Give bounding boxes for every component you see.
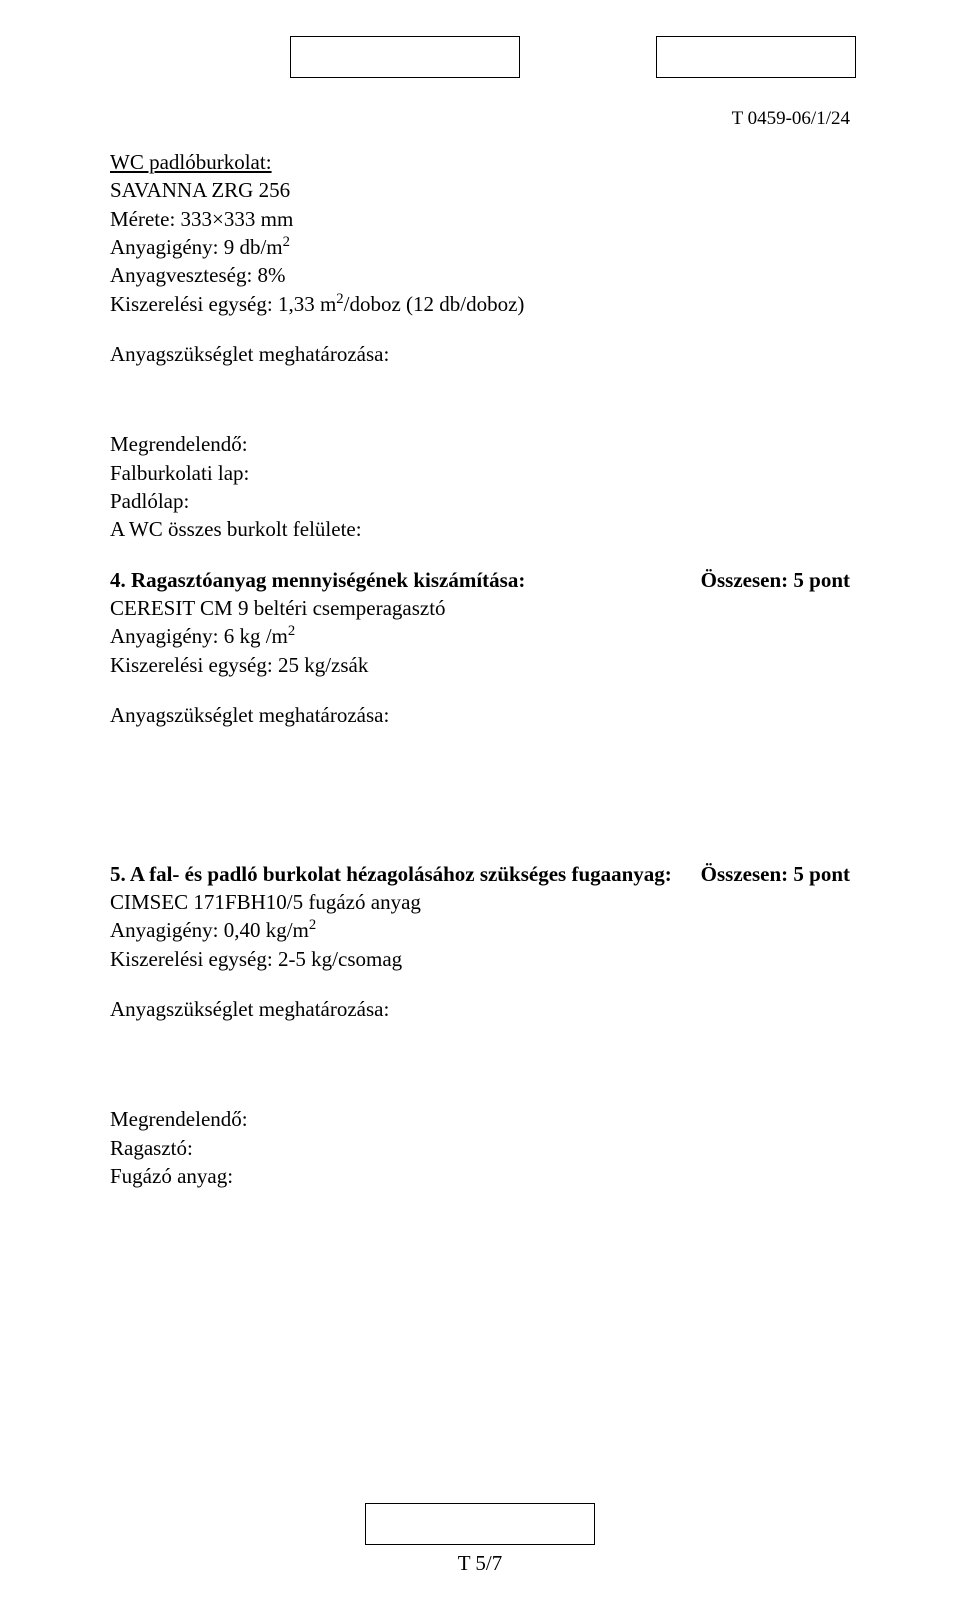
order-block-2: Megrendelendő: Ragasztó: Fugázó anyag:	[110, 1105, 850, 1190]
sup-2: 2	[288, 623, 295, 639]
order-heading-2: Megrendelendő:	[110, 1105, 850, 1133]
product-size: Mérete: 333×333 mm	[110, 205, 850, 233]
section-5-title: 5. A fal- és padló burkolat hézagolásáho…	[110, 860, 685, 888]
material-need-pre: Anyagigény: 9 db/m	[110, 235, 283, 259]
section-wc-padloburkolat: WC padlóburkolat: SAVANNA ZRG 256 Mérete…	[110, 148, 850, 318]
footer: T 5/7	[0, 1503, 960, 1576]
order-item-padlolap: Padlólap:	[110, 487, 850, 515]
req-label-1: Anyagszükséglet meghatározása:	[110, 340, 850, 368]
packaging-unit: Kiszerelési egység: 1,33 m2/doboz (12 db…	[110, 290, 850, 318]
packaging-unit-post: /doboz (12 db/doboz)	[344, 292, 525, 316]
header-boxes	[110, 36, 850, 84]
req-label-2: Anyagszükséglet meghatározása:	[110, 701, 850, 729]
section-4: 4. Ragasztóanyag mennyiségének kiszámítá…	[110, 566, 850, 679]
header-box-right	[656, 36, 856, 78]
s5-need: Anyagigény: 0,40 kg/m2	[110, 916, 850, 944]
heading-wc: WC padlóburkolat:	[110, 148, 850, 176]
sup-2: 2	[309, 917, 316, 933]
order-block-1: Megrendelendő: Falburkolati lap: Padlóla…	[110, 430, 850, 543]
section-5-points: Összesen: 5 pont	[685, 860, 850, 888]
section-4-title: 4. Ragasztóanyag mennyiségének kiszámítá…	[110, 566, 685, 594]
material-need: Anyagigény: 9 db/m2	[110, 233, 850, 261]
s5-packaging: Kiszerelési egység: 2-5 kg/csomag	[110, 945, 850, 973]
footer-box-wrap	[0, 1503, 960, 1545]
s5-product: CIMSEC 171FBH10/5 fugázó anyag	[110, 888, 850, 916]
section-5: 5. A fal- és padló burkolat hézagolásáho…	[110, 860, 850, 973]
section-4-header-row: 4. Ragasztóanyag mennyiségének kiszámítá…	[110, 566, 850, 594]
sup-2: 2	[283, 234, 290, 250]
sup-2: 2	[336, 291, 343, 307]
footer-box	[365, 1503, 595, 1545]
order-item-ragaszto: Ragasztó:	[110, 1134, 850, 1162]
section-4-points: Összesen: 5 pont	[685, 566, 850, 594]
req-label-3: Anyagszükséglet meghatározása:	[110, 995, 850, 1023]
packaging-unit-pre: Kiszerelési egység: 1,33 m	[110, 292, 336, 316]
page-number: T 5/7	[0, 1551, 960, 1576]
order-item-falburkolati: Falburkolati lap:	[110, 459, 850, 487]
s5-need-pre: Anyagigény: 0,40 kg/m	[110, 918, 309, 942]
section-5-header-row: 5. A fal- és padló burkolat hézagolásáho…	[110, 860, 850, 888]
material-loss: Anyagveszteség: 8%	[110, 261, 850, 289]
product-name: SAVANNA ZRG 256	[110, 176, 850, 204]
order-heading-1: Megrendelendő:	[110, 430, 850, 458]
document-id: T 0459-06/1/24	[110, 108, 850, 130]
s4-product: CERESIT CM 9 beltéri csemperagasztó	[110, 594, 850, 622]
order-item-fugazo: Fugázó anyag:	[110, 1162, 850, 1190]
header-box-left	[290, 36, 520, 78]
order-item-wc-total: A WC összes burkolt felülete:	[110, 515, 850, 543]
s4-need: Anyagigény: 6 kg /m2	[110, 622, 850, 650]
s4-packaging: Kiszerelési egység: 25 kg/zsák	[110, 651, 850, 679]
s4-need-pre: Anyagigény: 6 kg /m	[110, 624, 288, 648]
